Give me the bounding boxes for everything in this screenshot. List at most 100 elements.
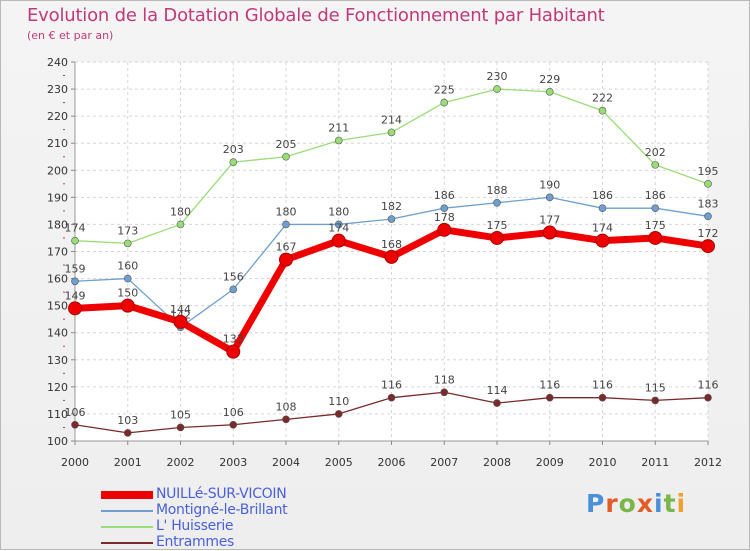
data-label: 144 [170, 303, 191, 316]
data-point [648, 230, 663, 245]
data-label: 174 [328, 222, 349, 235]
data-label: 106 [223, 406, 244, 419]
series-2: 174 173 180 203 205 211 214 225 230 229 222 202 195 [65, 70, 719, 248]
data-point [651, 396, 660, 405]
data-label: 106 [65, 406, 86, 419]
data-point [282, 220, 290, 229]
data-label: 202 [645, 146, 666, 159]
proxiti-logo: Proxiti [586, 489, 687, 518]
data-point [542, 225, 557, 240]
data-label: 180 [276, 205, 297, 218]
data-label: 114 [487, 384, 508, 397]
data-point [440, 388, 449, 397]
data-label: 180 [328, 205, 349, 218]
y-tick-label: 110 [47, 408, 68, 421]
legend-item: NUILLé-SUR-VICOIN [101, 486, 361, 503]
data-label: 174 [592, 222, 613, 235]
data-point [229, 158, 238, 166]
x-tick-label: 2005 [325, 456, 353, 469]
data-label: 175 [487, 219, 508, 232]
data-label: 195 [698, 165, 719, 178]
legend-label: Entrammes [156, 534, 235, 550]
x-tick-label: 2010 [589, 456, 617, 469]
y-tick-label: 220 [47, 110, 68, 123]
data-label: 177 [539, 214, 560, 227]
data-point [387, 215, 396, 223]
data-label: 205 [276, 138, 297, 151]
x-tick-label: 2003 [219, 456, 247, 469]
data-point [123, 429, 132, 437]
data-point [334, 410, 343, 418]
data-point [440, 98, 449, 107]
legend-swatch [101, 526, 153, 528]
x-tick-label: 2001 [114, 456, 142, 469]
data-point [490, 230, 504, 245]
data-point [68, 301, 82, 316]
data-label: 159 [65, 262, 86, 275]
data-point [545, 193, 554, 202]
data-label: 175 [645, 219, 666, 232]
y-tick-label: 160 [47, 273, 68, 286]
data-point [387, 393, 396, 402]
data-point [595, 233, 610, 248]
data-point [334, 220, 343, 229]
data-label: 150 [117, 287, 138, 300]
data-point [493, 399, 501, 407]
data-label: 116 [592, 379, 613, 392]
y-tick-label: 170 [47, 246, 68, 259]
data-point [598, 106, 607, 115]
y-tick-label: 150 [47, 300, 68, 313]
legend-swatch [101, 510, 153, 512]
data-label: 225 [434, 84, 455, 97]
legend-label: Montigné-le-Brillant [156, 502, 288, 518]
data-label: 105 [170, 408, 191, 421]
data-label: 160 [117, 260, 138, 273]
y-tick-label: 210 [47, 137, 68, 150]
data-point [334, 136, 343, 145]
data-point [71, 420, 79, 429]
data-point [545, 393, 554, 402]
data-label: 186 [592, 189, 613, 202]
legend-label: L' Huisserie [156, 518, 234, 534]
y-tick-label: 200 [47, 164, 68, 177]
data-point [704, 180, 712, 188]
data-label: 149 [65, 289, 86, 302]
data-point [229, 420, 238, 429]
data-point [387, 128, 396, 137]
y-tick-label: 100 [47, 435, 68, 448]
legend-item: L' Huisserie [101, 518, 361, 535]
data-point [701, 239, 715, 254]
chart-title: Evolution de la Dotation Globale de Fonc… [27, 5, 605, 26]
data-point [493, 198, 501, 207]
data-point [226, 344, 241, 359]
x-tick-label: 2007 [430, 456, 458, 469]
data-label: 103 [117, 414, 138, 427]
data-point [704, 212, 712, 221]
data-point [282, 152, 290, 161]
data-point [598, 204, 607, 212]
legend-item: Montigné-le-Brillant [101, 502, 361, 519]
data-label: 180 [170, 205, 191, 218]
data-label: 186 [434, 189, 455, 202]
data-point [384, 249, 399, 264]
x-tick-label: 2006 [378, 456, 406, 469]
legend-swatch [101, 542, 153, 544]
data-point [440, 204, 449, 212]
axes: 100 110 120 130 140 150 160 170 180 190 200 210 220 2… [47, 56, 722, 469]
y-tick-label: 230 [47, 83, 68, 96]
legend-item: Entrammes [101, 534, 361, 551]
data-label: 173 [117, 224, 138, 237]
y-tick-label: 180 [47, 218, 68, 231]
data-point [282, 415, 290, 424]
data-point [279, 252, 293, 267]
data-point [120, 298, 135, 313]
data-label: 167 [276, 241, 297, 254]
data-label: 178 [434, 211, 455, 224]
y-tick-label: 130 [47, 354, 68, 367]
data-label: 156 [223, 270, 244, 283]
y-tick-label: 140 [47, 327, 68, 340]
data-label: 186 [645, 189, 666, 202]
data-point [123, 239, 132, 248]
